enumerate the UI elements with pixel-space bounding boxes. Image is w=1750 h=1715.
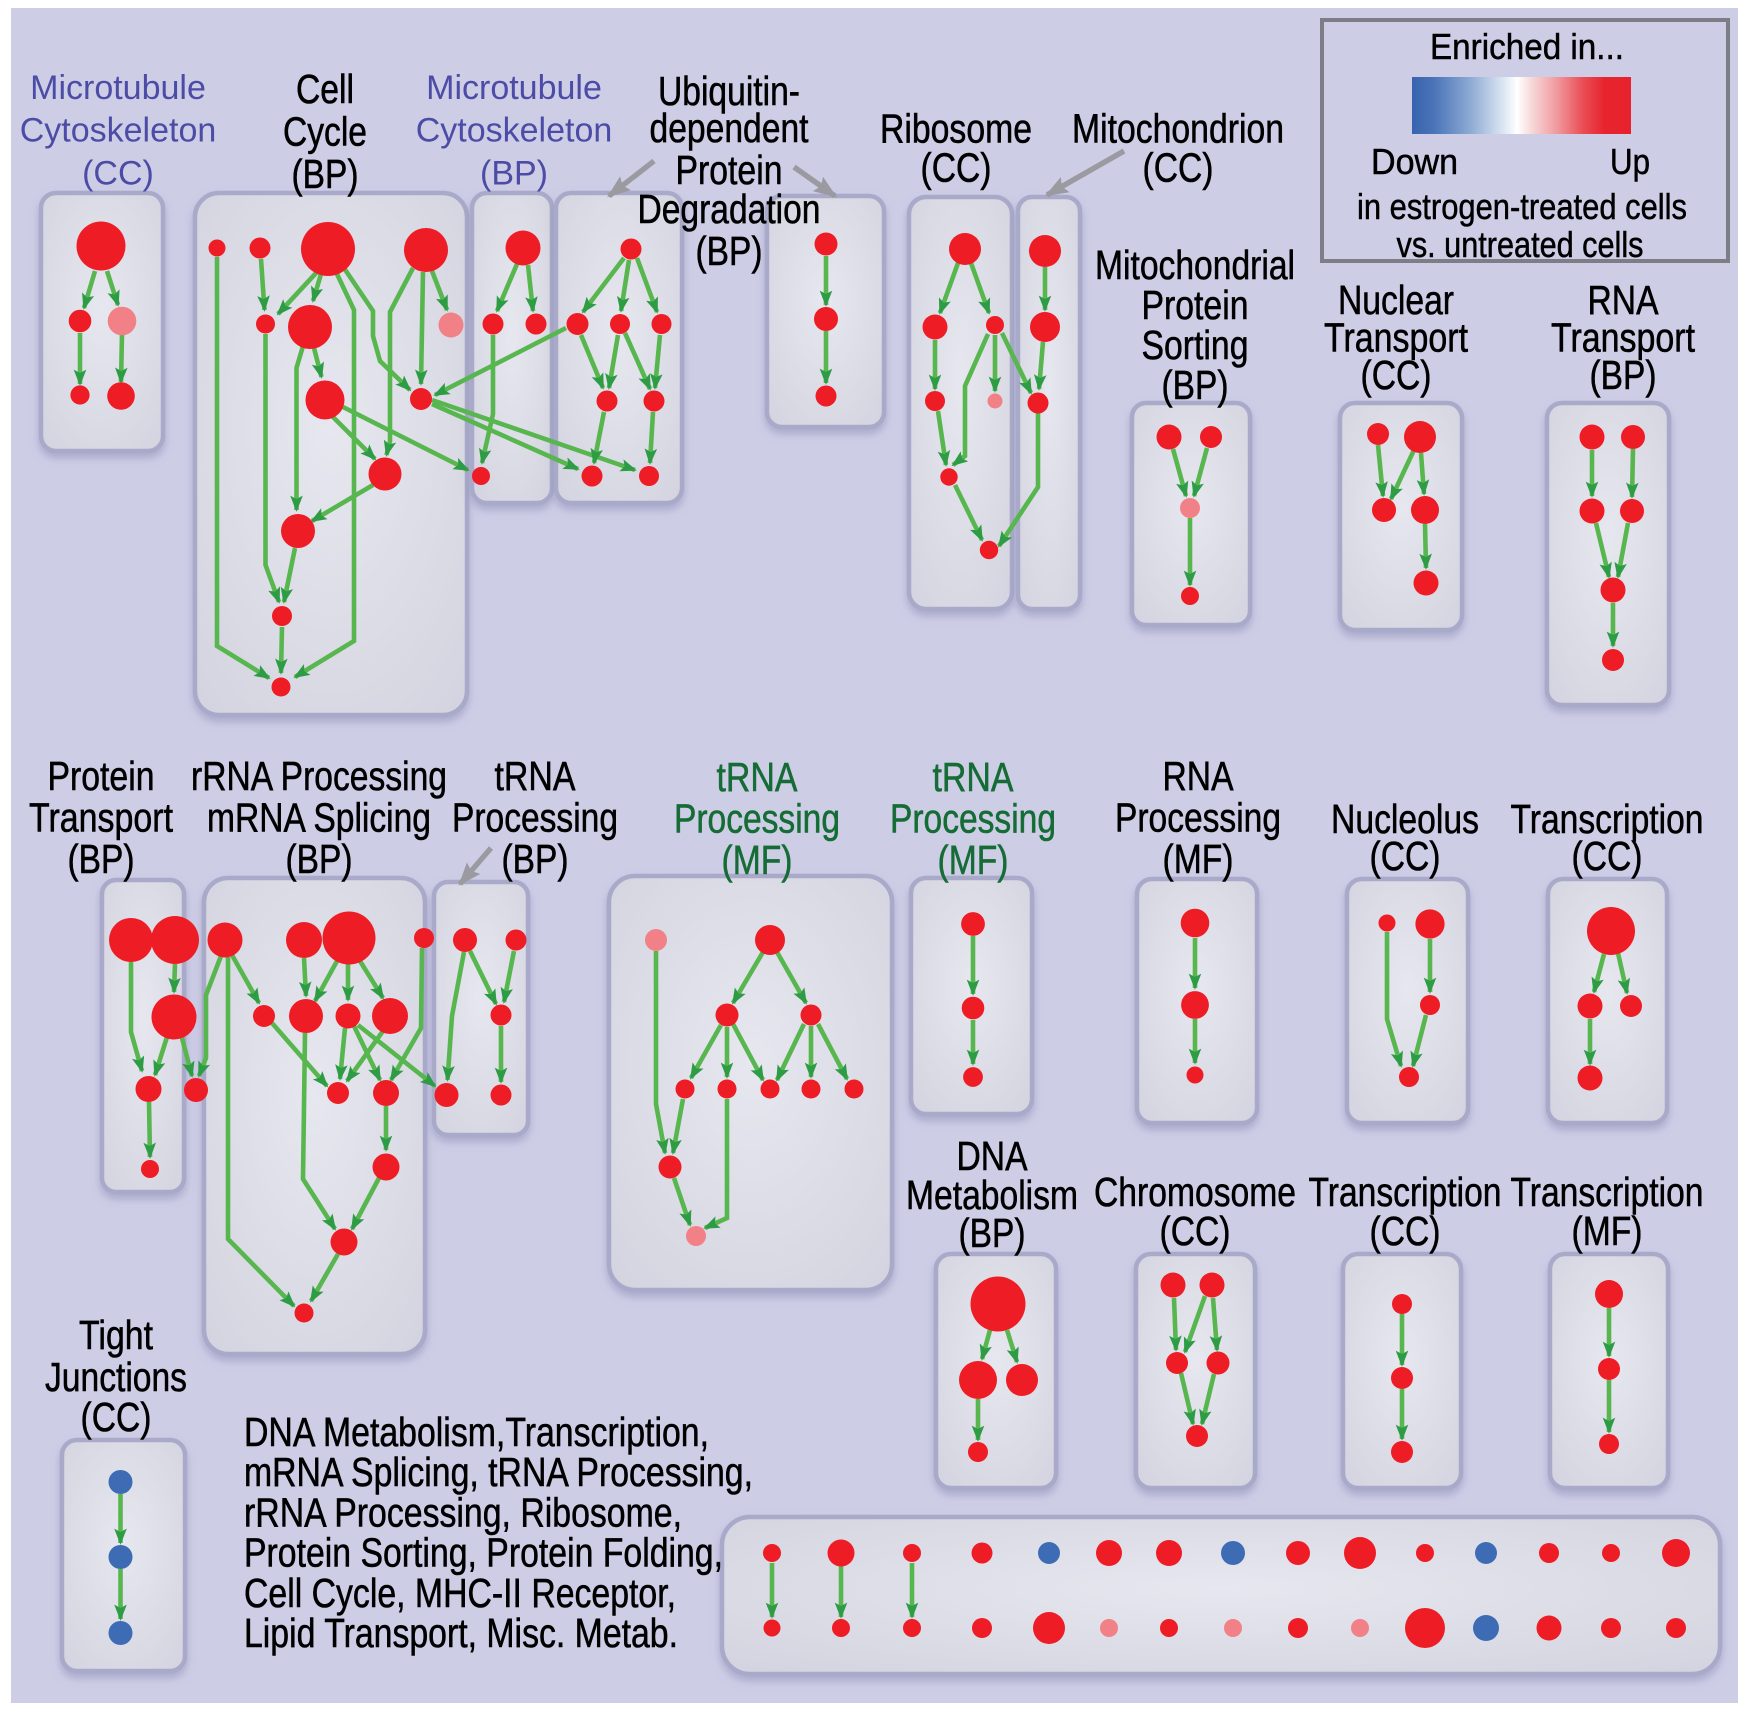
svg-text:(CC): (CC) (1160, 1208, 1231, 1254)
svg-text:dependent: dependent (650, 105, 809, 151)
svg-text:Mitochondrial: Mitochondrial (1095, 242, 1295, 288)
svg-text:Degradation: Degradation (638, 186, 821, 232)
svg-text:(BP): (BP) (1162, 362, 1229, 408)
svg-text:(CC): (CC) (1370, 833, 1441, 879)
svg-text:Transport: Transport (1324, 315, 1468, 361)
svg-text:RNA: RNA (1588, 277, 1660, 323)
svg-text:(BP): (BP) (959, 1210, 1026, 1256)
svg-text:(CC): (CC) (1361, 352, 1432, 398)
svg-text:Processing: Processing (452, 795, 618, 841)
svg-text:Ribosome: Ribosome (880, 106, 1032, 152)
svg-text:Down: Down (1371, 141, 1458, 182)
svg-text:DNA Metabolism,Transcription,: DNA Metabolism,Transcription, (244, 1409, 709, 1455)
svg-text:(CC): (CC) (82, 155, 154, 193)
svg-text:rRNA Processing: rRNA Processing (191, 753, 447, 799)
svg-text:(MF): (MF) (1163, 836, 1234, 882)
svg-text:(BP): (BP) (502, 836, 569, 882)
svg-text:Cytoskeleton: Cytoskeleton (416, 112, 613, 150)
svg-text:DNA: DNA (957, 1133, 1029, 1179)
svg-text:Junctions: Junctions (45, 1354, 187, 1400)
svg-text:vs. untreated cells: vs. untreated cells (1397, 224, 1644, 265)
svg-text:Transcription: Transcription (1511, 796, 1704, 842)
svg-text:Mitochondrion: Mitochondrion (1072, 106, 1284, 152)
svg-text:(CC): (CC) (1572, 833, 1643, 879)
svg-text:Protein: Protein (48, 753, 155, 799)
svg-text:Nuclear: Nuclear (1338, 277, 1454, 323)
svg-text:Tight: Tight (79, 1312, 153, 1358)
svg-text:tRNA: tRNA (495, 753, 577, 799)
svg-text:Cell Cycle, MHC-II Receptor,: Cell Cycle, MHC-II Receptor, (244, 1570, 676, 1616)
svg-text:Transcription: Transcription (1309, 1169, 1502, 1215)
svg-text:(BP): (BP) (1590, 352, 1657, 398)
svg-text:Lipid Transport, Misc. Metab.: Lipid Transport, Misc. Metab. (244, 1610, 678, 1656)
svg-text:Cell: Cell (296, 66, 354, 112)
svg-text:Cytoskeleton: Cytoskeleton (20, 112, 217, 150)
svg-text:tRNA: tRNA (717, 754, 799, 800)
svg-text:Chromosome: Chromosome (1094, 1169, 1296, 1215)
svg-text:Transcription: Transcription (1511, 1169, 1704, 1215)
svg-text:(CC): (CC) (81, 1394, 152, 1440)
svg-text:(BP): (BP) (480, 155, 548, 193)
svg-text:(MF): (MF) (722, 837, 793, 883)
svg-text:(BP): (BP) (68, 836, 135, 882)
svg-text:Processing: Processing (674, 796, 840, 842)
svg-text:RNA: RNA (1163, 753, 1235, 799)
svg-text:Transport: Transport (29, 795, 173, 841)
svg-text:Processing: Processing (890, 796, 1056, 842)
svg-text:Protein Sorting, Protein Foldi: Protein Sorting, Protein Folding, (244, 1530, 723, 1576)
svg-text:Nucleolus: Nucleolus (1331, 796, 1479, 842)
svg-text:(MF): (MF) (938, 837, 1009, 883)
svg-text:Microtubule: Microtubule (426, 69, 602, 107)
svg-text:(BP): (BP) (696, 228, 763, 274)
svg-text:rRNA Processing, Ribosome,: rRNA Processing, Ribosome, (244, 1489, 682, 1535)
svg-text:mRNA Splicing: mRNA Splicing (207, 795, 431, 841)
svg-text:(BP): (BP) (292, 151, 359, 197)
svg-text:tRNA: tRNA (933, 754, 1015, 800)
svg-text:Protein: Protein (676, 147, 783, 193)
svg-text:Up: Up (1610, 141, 1650, 182)
svg-text:Processing: Processing (1115, 795, 1281, 841)
svg-text:Sorting: Sorting (1142, 322, 1249, 368)
svg-text:(MF): (MF) (1572, 1208, 1643, 1254)
svg-text:Metabolism: Metabolism (906, 1172, 1078, 1218)
svg-text:mRNA Splicing, tRNA Processing: mRNA Splicing, tRNA Processing, (244, 1449, 753, 1495)
svg-text:Enriched in...: Enriched in... (1430, 26, 1624, 67)
svg-text:Protein: Protein (1142, 282, 1249, 328)
svg-text:(CC): (CC) (1370, 1208, 1441, 1254)
svg-text:in estrogen-treated cells: in estrogen-treated cells (1357, 186, 1687, 227)
svg-text:(BP): (BP) (286, 836, 353, 882)
svg-text:(CC): (CC) (921, 145, 992, 191)
svg-text:Microtubule: Microtubule (30, 69, 206, 107)
svg-text:(CC): (CC) (1143, 145, 1214, 191)
svg-text:Cycle: Cycle (283, 109, 367, 155)
svg-text:Transport: Transport (1551, 315, 1695, 361)
svg-text:Ubiquitin-: Ubiquitin- (658, 68, 800, 114)
